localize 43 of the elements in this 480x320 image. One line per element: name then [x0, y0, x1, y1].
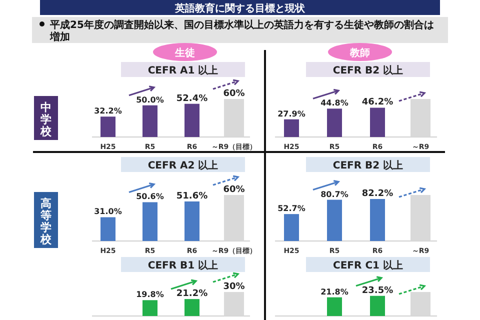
text: 高等学校 [40, 197, 52, 246]
data-label: 80.7% [320, 190, 348, 199]
data-label: 60% [223, 185, 245, 195]
text: 中学校 [40, 101, 52, 138]
data-label: 30% [223, 282, 245, 292]
data-label: 60% [223, 89, 245, 99]
data-label: 52.7% [278, 204, 306, 214]
data-label: 19.8% [136, 290, 164, 300]
data-label: 46.2% [362, 98, 394, 108]
chart-title: CEFR B2 以上 [332, 64, 404, 76]
bar [142, 105, 158, 137]
bar [142, 202, 158, 241]
bar [100, 116, 116, 137]
data-label: 32.2% [94, 106, 122, 116]
chart-title: CEFR B1 以上 [148, 260, 218, 272]
data-label: 51.6% [176, 191, 208, 202]
data-label: 21.2% [176, 289, 208, 300]
chart-title: CEFR A1 以上 [148, 64, 218, 76]
bar [184, 201, 200, 241]
chart-title: CEFR A2 以上 [148, 160, 218, 172]
data-label: 50.6% [136, 192, 164, 202]
bar [284, 119, 299, 137]
text: 教師 [349, 47, 370, 59]
bar [370, 198, 385, 241]
data-label: 27.9% [278, 109, 306, 118]
data-label: 23.5% [362, 286, 394, 296]
data-label: 21.8% [320, 287, 348, 296]
data-label: 50.0% [136, 95, 164, 104]
data-label: 31.0% [94, 207, 122, 216]
bar [284, 214, 299, 241]
chart-title: CEFR B2 以上 [332, 160, 404, 172]
bar [184, 104, 200, 137]
chart-title: CEFR C1 以上 [333, 260, 403, 272]
bar [370, 108, 385, 137]
text: 平成25年度の調査開始以来、国の目標水準以上の英語力を有する生徒や教師の割合は増加 [49, 19, 434, 43]
bar [327, 200, 342, 241]
data-label: 44.8% [320, 98, 348, 108]
bar [100, 217, 116, 241]
text: 生徒 [174, 47, 195, 59]
text: 英語教育に関する目標と現状 [174, 2, 306, 14]
bar [327, 108, 342, 137]
data-label: 52.4% [176, 94, 208, 104]
data-label: 82.2% [362, 188, 394, 199]
